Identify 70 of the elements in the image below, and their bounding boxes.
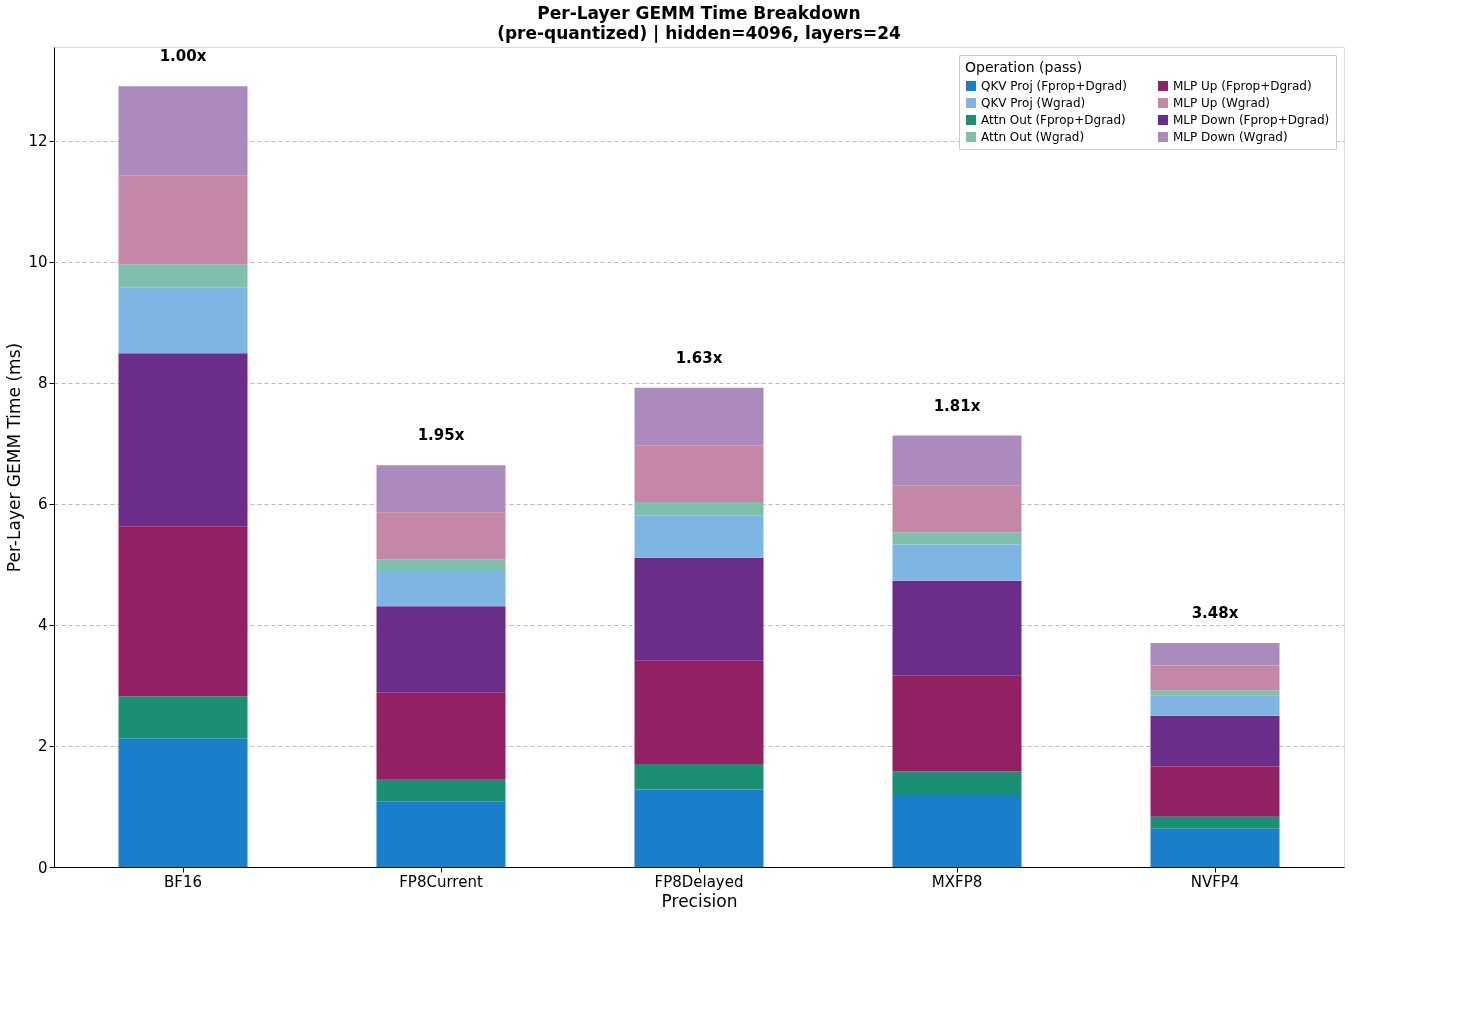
bar [376, 779, 506, 802]
legend-label: QKV Proj (Fprop+Dgrad) [981, 79, 1127, 93]
bar [118, 738, 248, 867]
y-tick-label: 12 [28, 132, 48, 151]
bar [1150, 643, 1280, 666]
bar [892, 485, 1022, 533]
chart-subtitle: (pre-quantized) | hidden=4096, layers=24 [497, 23, 902, 43]
y-tick-label: 0 [37, 858, 48, 877]
annotation: 1.00x [159, 47, 207, 66]
bar [1150, 828, 1280, 867]
y-axis-title: Per-Layer GEMM Time (ms) [4, 342, 25, 573]
bar [634, 557, 764, 661]
bar [118, 287, 248, 354]
bar [892, 675, 1022, 772]
bar [118, 264, 248, 288]
bar [118, 175, 248, 265]
bar [1150, 816, 1280, 829]
y-tick-label: 6 [37, 495, 48, 514]
bar [892, 532, 1022, 545]
legend-label: MLP Up (Wgrad) [1173, 96, 1271, 110]
x-tick-label: FP8Current [399, 872, 483, 891]
legend-title: Operation (pass) [965, 59, 1083, 75]
bar [1150, 715, 1280, 767]
legend-label: Attn Out (Wgrad) [981, 130, 1085, 144]
x-axis-title: Precision [661, 890, 738, 911]
legend-label: Attn Out (Fprop+Dgrad) [981, 113, 1126, 127]
bar [118, 353, 248, 527]
bar [892, 771, 1022, 795]
bar [1150, 766, 1280, 817]
bar [634, 789, 764, 867]
bar [892, 435, 1022, 486]
bar [376, 801, 506, 867]
y-tick-label: 2 [37, 737, 48, 756]
bar [376, 512, 506, 560]
chart-title: Per-Layer GEMM Time Breakdown [537, 3, 861, 23]
x-tick-label: NVFP4 [1190, 872, 1240, 891]
bar [118, 696, 248, 739]
legend-label: MLP Up (Fprop+Dgrad) [1173, 79, 1312, 93]
legend-label: QKV Proj (Wgrad) [981, 96, 1086, 110]
x-tick-label: MXFP8 [931, 872, 983, 891]
annotation: 1.63x [675, 348, 723, 367]
bar [118, 86, 248, 176]
bar [892, 580, 1022, 676]
y-tick-label: 10 [28, 253, 48, 272]
bar [634, 660, 764, 765]
bar [634, 515, 764, 558]
bar [892, 544, 1022, 581]
x-tick-label: BF16 [163, 872, 203, 891]
bar [376, 606, 506, 693]
bar [376, 559, 506, 572]
y-tick-label: 4 [37, 616, 48, 635]
bar [118, 526, 248, 697]
bar [1150, 665, 1280, 691]
bar [634, 387, 764, 446]
annotation: 3.48x [1191, 604, 1239, 623]
bar [1150, 690, 1280, 696]
legend-label: MLP Down (Wgrad) [1173, 130, 1288, 144]
annotation: 1.95x [417, 426, 465, 445]
bar [634, 502, 764, 516]
bar [376, 571, 506, 607]
x-tick-label: FP8Delayed [654, 872, 744, 891]
bar [892, 794, 1022, 867]
bar [634, 445, 764, 503]
bar [376, 692, 506, 780]
bar [1150, 695, 1280, 716]
bar [634, 764, 764, 790]
annotation: 1.81x [933, 396, 981, 415]
legend-label: MLP Down (Fprop+Dgrad) [1173, 113, 1330, 127]
bar [376, 465, 506, 513]
y-tick-label: 8 [37, 374, 48, 393]
